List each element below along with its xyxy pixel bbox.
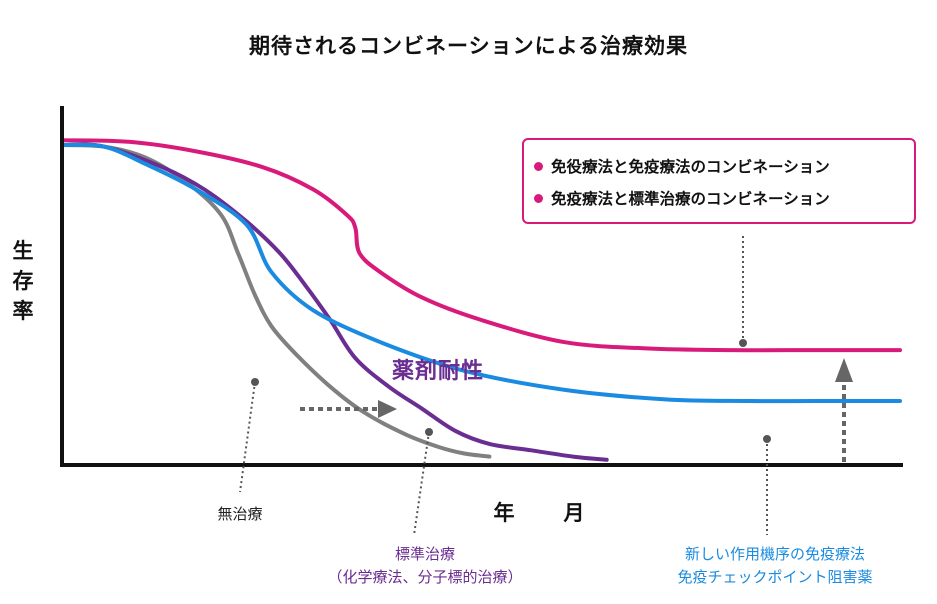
y-axis-label-char: 生 <box>12 239 34 263</box>
series-line-4 <box>60 138 902 353</box>
no-treatment-leader <box>239 381 256 493</box>
x-axis-label: 年 月 <box>493 501 599 525</box>
new-therapy-line1: 新しい作用機序の免疫療法 <box>684 545 865 563</box>
legend-label: 免疫療法と標準治療のコンビネーション <box>551 190 830 208</box>
legend-item: 免疫療法と標準治療のコンビネーション <box>534 182 914 214</box>
shift-arrow-head <box>378 400 397 418</box>
legend-bullet-icon <box>534 161 543 171</box>
standard-leader <box>413 431 430 536</box>
y-axis-label: 生 存 率 <box>10 236 36 326</box>
legend-item: 免役療法と免疫療法のコンビネーション <box>534 150 914 182</box>
standard-treatment-line2: （化学療法、分子標的治療） <box>327 568 523 586</box>
legend-bullet-icon <box>534 193 543 203</box>
new-therapy-line2: 免疫チェックポイント阻害薬 <box>677 568 873 586</box>
series-line-3 <box>60 142 902 404</box>
y-axis-label-char: 率 <box>12 299 34 323</box>
new-therapy-dot <box>763 435 771 443</box>
no-treatment-dot <box>251 378 259 386</box>
standard-dot <box>425 428 433 436</box>
chart-title: 期待されるコンビネーションによる治療効果 <box>249 34 688 58</box>
axes <box>60 106 903 467</box>
new-therapy-label: 新しい作用機序の免疫療法 免疫チェックポイント阻害薬 <box>625 543 925 589</box>
legend: 免役療法と免疫療法のコンビネーション 免疫療法と標準治療のコンビネーション <box>522 138 916 224</box>
series-line-2 <box>60 142 609 462</box>
combination-dot <box>739 339 747 347</box>
series-layer <box>60 138 902 462</box>
no-treatment-label: 無治療 <box>217 505 263 523</box>
lift-arrow-head <box>835 358 853 382</box>
legend-label: 免役療法と免疫療法のコンビネーション <box>551 158 830 176</box>
standard-treatment-line1: 標準治療 <box>394 545 455 563</box>
annotation-layer <box>239 236 853 536</box>
resistance-label: 薬剤耐性 <box>392 359 485 384</box>
y-axis-label-char: 存 <box>12 269 34 293</box>
standard-treatment-label: 標準治療 （化学療法、分子標的治療） <box>300 543 550 589</box>
